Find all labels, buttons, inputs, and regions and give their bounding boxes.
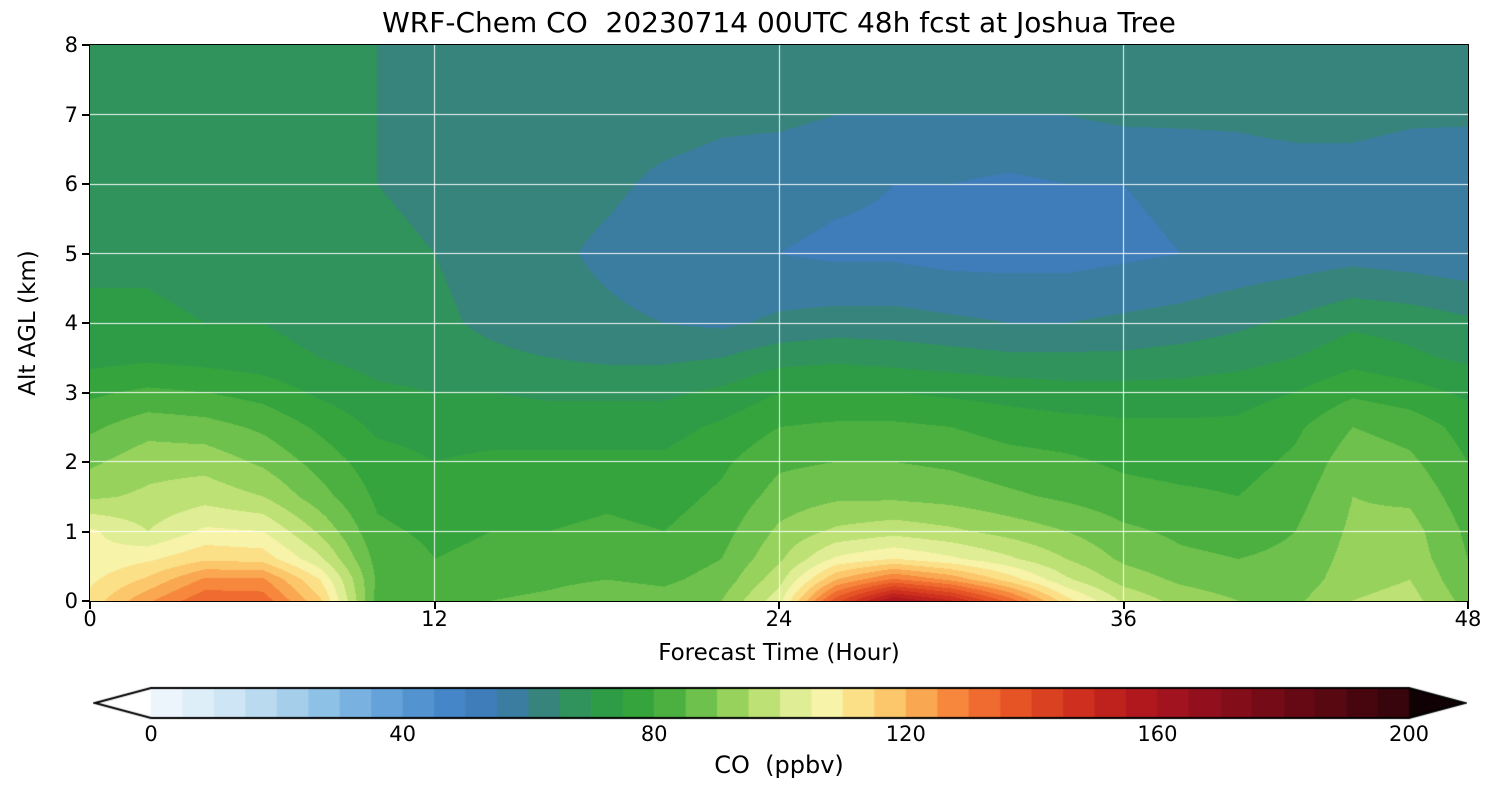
x-tick-label: 0 bbox=[83, 607, 97, 631]
y-tick-label: 6 bbox=[64, 172, 78, 196]
x-tick-label: 36 bbox=[1110, 607, 1137, 631]
y-tick-mark bbox=[82, 113, 89, 116]
y-tick-mark bbox=[82, 322, 89, 324]
x-axis-label: Forecast Time (Hour) bbox=[658, 640, 900, 666]
colorbar-tick-label: 80 bbox=[640, 722, 668, 746]
colorbar-tick-label: 40 bbox=[389, 722, 416, 746]
x-tick-mark bbox=[89, 602, 91, 609]
y-tick-mark bbox=[82, 44, 89, 46]
y-tick-label: 7 bbox=[64, 102, 78, 127]
x-tick-label: 24 bbox=[765, 607, 793, 631]
x-tick-mark bbox=[433, 602, 436, 609]
y-tick-label: 3 bbox=[64, 380, 78, 405]
y-tick-mark bbox=[82, 461, 89, 463]
colorbar-label: CO (ppbv) bbox=[714, 751, 844, 779]
x-tick-label: 12 bbox=[421, 607, 448, 631]
y-tick-label: 5 bbox=[64, 241, 78, 266]
colorbar-tick-label: 160 bbox=[1137, 722, 1178, 746]
x-tick-mark bbox=[1122, 602, 1125, 609]
y-tick-label: 8 bbox=[64, 33, 78, 57]
y-tick-label: 4 bbox=[64, 311, 78, 335]
colorbar-tick-label: 200 bbox=[1388, 722, 1430, 746]
y-tick-mark bbox=[82, 530, 89, 533]
y-tick-mark bbox=[82, 391, 89, 394]
y-tick-label: 2 bbox=[64, 450, 78, 474]
y-tick-mark bbox=[82, 252, 89, 255]
y-tick-mark bbox=[82, 600, 89, 602]
x-tick-label: 48 bbox=[1454, 607, 1482, 631]
y-tick-label: 1 bbox=[64, 519, 78, 544]
contour-canvas bbox=[90, 45, 1468, 601]
plot-area bbox=[89, 44, 1469, 602]
colorbar-tick-label: 120 bbox=[885, 722, 926, 746]
chart-title: WRF-Chem CO 20230714 00UTC 48h fcst at J… bbox=[382, 6, 1176, 39]
colorbar-tick-label: 0 bbox=[144, 722, 158, 746]
x-tick-mark bbox=[778, 602, 780, 609]
x-tick-mark bbox=[1467, 602, 1469, 609]
colorbar-canvas bbox=[93, 685, 1467, 721]
y-tick-mark bbox=[82, 183, 89, 185]
y-tick-label: 0 bbox=[64, 589, 78, 613]
